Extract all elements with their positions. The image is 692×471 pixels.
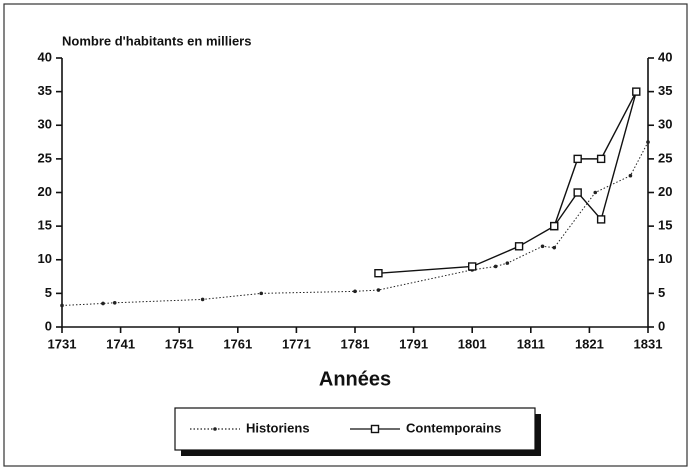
x-tick-label: 1801: [458, 336, 487, 351]
point: [628, 173, 633, 178]
y2-tick-label: 20: [658, 184, 672, 199]
x-tick-label: 1741: [106, 336, 135, 351]
x-tick-label: 1831: [634, 336, 663, 351]
y2-tick-label: 40: [658, 49, 672, 64]
point: [573, 154, 582, 164]
x-axis-title: Années: [319, 368, 391, 390]
y-tick-label: 10: [38, 251, 52, 266]
y-tick-label: 5: [45, 285, 52, 300]
point: [353, 289, 357, 294]
point: [376, 288, 381, 292]
y2-tick-label: 30: [658, 117, 672, 132]
point: [493, 264, 498, 269]
y-axis-title: Nombre d'habitants en milliers: [62, 33, 251, 48]
point: [374, 269, 383, 278]
y-tick-label: 30: [38, 117, 52, 132]
y-tick-label: 40: [38, 49, 52, 64]
point: [552, 245, 557, 250]
y2-tick-label: 0: [658, 318, 665, 333]
frame: [3, 3, 688, 467]
point: [646, 140, 650, 144]
point: [573, 188, 582, 197]
legend-label: Historiens: [246, 420, 310, 435]
point: [505, 261, 510, 265]
y-tick-label: 25: [38, 150, 52, 165]
y2-tick-label: 15: [658, 218, 672, 233]
point: [514, 242, 524, 251]
legend-label: Contemporains: [406, 420, 501, 435]
point: [60, 303, 64, 308]
y2-tick-label: 35: [658, 83, 672, 98]
point: [550, 221, 559, 231]
y2-tick-label: 5: [658, 285, 665, 300]
legend-marker: [213, 427, 217, 431]
x-tick-label: 1771: [282, 336, 311, 351]
series-line: [378, 91, 637, 274]
legend-marker: [370, 424, 380, 434]
y2-tick-label: 25: [658, 150, 672, 165]
x-tick-label: 1811: [517, 336, 545, 351]
y-tick-label: 35: [38, 83, 52, 98]
series-line: [61, 141, 649, 306]
x-tick-label: 1751: [165, 336, 194, 351]
point: [468, 262, 477, 271]
x-tick-label: 1761: [223, 336, 252, 351]
x-tick-label: 1821: [575, 336, 604, 351]
point: [593, 190, 598, 195]
point: [596, 154, 606, 164]
point: [596, 215, 606, 224]
x-tick-label: 1791: [399, 336, 428, 351]
point: [200, 297, 205, 302]
point: [259, 291, 264, 296]
y-tick-label: 20: [38, 184, 52, 199]
x-tick-label: 1731: [48, 336, 77, 351]
y-tick-label: 15: [38, 218, 52, 233]
point: [632, 87, 641, 96]
y-tick-label: 0: [45, 318, 52, 333]
point: [112, 300, 117, 305]
x-tick-label: 1781: [341, 336, 370, 351]
plot-frame: [61, 58, 649, 328]
point: [101, 301, 105, 306]
y2-tick-label: 10: [658, 251, 672, 266]
point: [540, 244, 545, 249]
